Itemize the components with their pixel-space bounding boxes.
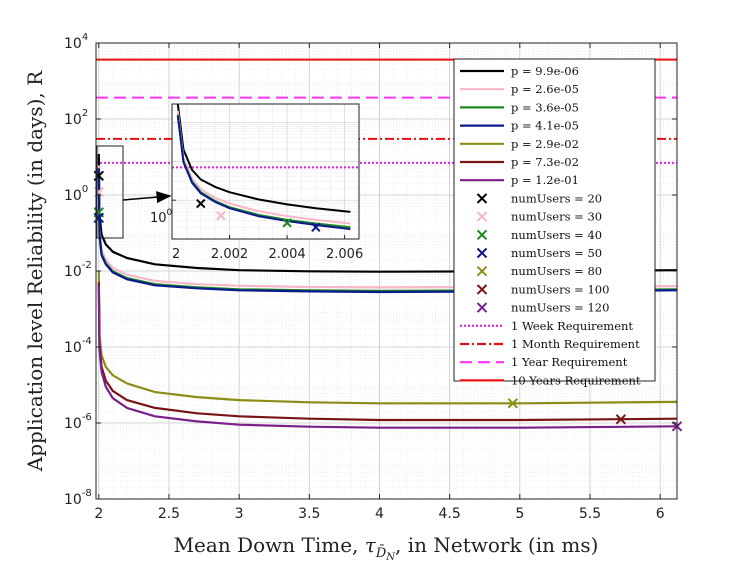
legend-label: p = 2.6e-05 bbox=[511, 82, 579, 96]
legend-item: numUsers = 120 bbox=[476, 301, 609, 315]
legend-item: numUsers = 30 bbox=[476, 210, 602, 224]
legend-marker bbox=[476, 211, 488, 222]
inset-y-tick-label: 100 bbox=[150, 208, 173, 226]
inset-x-tick-label: 2.004 bbox=[268, 247, 305, 262]
legend-label: p = 1.2e-01 bbox=[511, 173, 579, 187]
y-tick-label: 100 bbox=[64, 184, 88, 204]
legend-item: 1 Year Requirement bbox=[460, 355, 628, 369]
inset-markers bbox=[196, 198, 321, 233]
inset-x-tick-label: 2 bbox=[172, 247, 180, 262]
series-marker bbox=[615, 414, 627, 425]
inset-marker bbox=[216, 210, 226, 221]
legend-item: p = 3.6e-05 bbox=[460, 100, 579, 114]
y-tick-label: 10-4 bbox=[64, 336, 92, 356]
series-line bbox=[97, 168, 677, 294]
x-tick-label: 3.5 bbox=[298, 506, 320, 522]
inset-marker bbox=[311, 222, 321, 233]
legend-item: numUsers = 40 bbox=[476, 228, 602, 242]
inset-x-tick-label: 2.002 bbox=[211, 247, 248, 262]
legend-label: numUsers = 30 bbox=[511, 210, 602, 224]
legend-marker bbox=[476, 193, 488, 204]
x-tick-label: 5.5 bbox=[579, 506, 601, 522]
legend-item: 10 Years Requirement bbox=[460, 373, 641, 387]
series-line bbox=[97, 286, 677, 429]
legend-label: numUsers = 100 bbox=[511, 282, 609, 296]
x-tick-label: 2 bbox=[94, 506, 103, 522]
inset-x-tick-label: 2.006 bbox=[326, 247, 363, 262]
y-axis-ticks: 10-8 10-6 10-4 10-2 100 102 104 bbox=[64, 32, 677, 508]
x-tick-label: 3 bbox=[235, 506, 244, 522]
legend-box bbox=[453, 58, 656, 382]
x-tick-label: 4.5 bbox=[439, 506, 461, 522]
legend-label: 1 Week Requirement bbox=[511, 319, 633, 333]
inset-frame bbox=[171, 103, 360, 240]
x-axis-label: Mean Down Time, τD̄N, in Network (in ms) bbox=[174, 533, 599, 561]
x-tick-label: 5 bbox=[515, 506, 524, 522]
legend-item: p = 2.9e-02 bbox=[460, 137, 579, 151]
inset-series-line bbox=[176, 115, 351, 231]
legend-item: p = 9.9e-06 bbox=[460, 64, 579, 78]
legend-item: numUsers = 80 bbox=[476, 264, 602, 278]
legend: p = 9.9e-06 p = 2.6e-05 p = 3.6e-05 p = 4.1… bbox=[460, 64, 641, 387]
legend-marker bbox=[476, 265, 488, 277]
legend-label: p = 7.3e-02 bbox=[511, 155, 579, 169]
legend-item: p = 4.1e-05 bbox=[460, 119, 579, 133]
x-tick-label: 2.5 bbox=[158, 506, 180, 522]
legend-label: 1 Year Requirement bbox=[511, 355, 628, 369]
legend-label: p = 2.9e-02 bbox=[511, 137, 579, 151]
y-axis-label: Application level Reliability (in days),… bbox=[23, 70, 47, 472]
legend-item: numUsers = 20 bbox=[476, 191, 602, 205]
y-tick-label: 104 bbox=[64, 32, 88, 52]
legend-label: 10 Years Requirement bbox=[511, 373, 641, 387]
zoom-region-box bbox=[96, 145, 124, 239]
legend-label: numUsers = 40 bbox=[511, 228, 602, 242]
x-axis-ticks: 2 2.5 3 3.5 4 4.5 5 5.5 6 bbox=[94, 43, 665, 522]
y-tick-label: 102 bbox=[64, 108, 88, 128]
legend-item: p = 1.2e-01 bbox=[460, 173, 579, 187]
series-line bbox=[97, 153, 677, 273]
legend-label: numUsers = 80 bbox=[511, 264, 602, 278]
legend-marker bbox=[476, 229, 488, 241]
inset-marker bbox=[196, 198, 206, 209]
zoom-arrow bbox=[122, 191, 172, 204]
inset-series-line bbox=[176, 104, 351, 213]
inset-ticks: 2 2.002 2.004 2.006 bbox=[171, 199, 363, 262]
legend-item: 1 Month Requirement bbox=[460, 337, 640, 351]
y-tick-label: 10-6 bbox=[64, 412, 92, 432]
x-tick-label: 4 bbox=[375, 506, 384, 522]
y-tick-label: 10-8 bbox=[64, 488, 92, 508]
x-tick-label: 6 bbox=[656, 506, 665, 522]
legend-item: 1 Week Requirement bbox=[460, 319, 633, 333]
legend-item: numUsers = 100 bbox=[476, 282, 609, 296]
legend-label: numUsers = 50 bbox=[511, 246, 602, 260]
legend-label: 1 Month Requirement bbox=[511, 337, 640, 351]
series-lines bbox=[97, 153, 677, 429]
legend-item: p = 7.3e-02 bbox=[460, 155, 579, 169]
legend-label: numUsers = 20 bbox=[511, 191, 602, 205]
inset-series-lines bbox=[176, 104, 351, 231]
legend-label: numUsers = 120 bbox=[511, 301, 609, 315]
legend-marker bbox=[476, 284, 488, 295]
legend-label: p = 3.6e-05 bbox=[511, 100, 579, 114]
legend-label: p = 9.9e-06 bbox=[511, 64, 579, 78]
y-tick-label: 10-2 bbox=[64, 260, 92, 280]
legend-label: p = 4.1e-05 bbox=[511, 119, 579, 133]
legend-item: numUsers = 50 bbox=[476, 246, 602, 260]
legend-marker bbox=[476, 302, 488, 313]
legend-marker bbox=[476, 247, 488, 259]
inset-series-line bbox=[176, 110, 351, 225]
inset-marker bbox=[282, 218, 292, 228]
series-line bbox=[97, 270, 677, 405]
legend-item: p = 2.6e-05 bbox=[460, 82, 579, 96]
series-marker bbox=[507, 398, 519, 409]
